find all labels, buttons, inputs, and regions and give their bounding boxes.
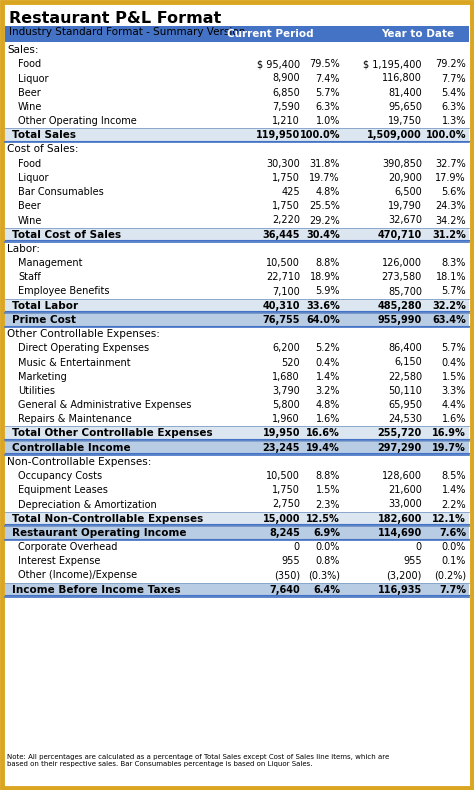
- Text: Beer: Beer: [18, 88, 41, 98]
- Text: Note: All percentages are calculated as a percentage of Total Sales except Cost : Note: All percentages are calculated as …: [7, 754, 389, 760]
- Text: 22,580: 22,580: [388, 372, 422, 382]
- Text: 8.5%: 8.5%: [441, 471, 466, 481]
- Text: Controllable Income: Controllable Income: [12, 442, 131, 453]
- Text: 32.2%: 32.2%: [432, 301, 466, 310]
- Text: 8.8%: 8.8%: [316, 471, 340, 481]
- Text: 1.6%: 1.6%: [316, 414, 340, 424]
- Text: 5.6%: 5.6%: [441, 187, 466, 197]
- Text: 273,580: 273,580: [382, 273, 422, 282]
- Text: 6,500: 6,500: [394, 187, 422, 197]
- Text: 100.0%: 100.0%: [426, 130, 466, 141]
- Text: 85,700: 85,700: [388, 287, 422, 296]
- Bar: [5, 128, 469, 142]
- Text: 16.9%: 16.9%: [432, 428, 466, 438]
- Text: Staff: Staff: [18, 273, 41, 282]
- Text: Direct Operating Expenses: Direct Operating Expenses: [18, 344, 149, 353]
- Text: 31.2%: 31.2%: [432, 230, 466, 239]
- Text: Sales:: Sales:: [7, 45, 38, 55]
- Text: 63.4%: 63.4%: [432, 315, 466, 325]
- Text: Food: Food: [18, 159, 41, 169]
- Text: Wine: Wine: [18, 102, 42, 112]
- Text: 3.3%: 3.3%: [442, 386, 466, 396]
- Text: Employee Benefits: Employee Benefits: [18, 287, 109, 296]
- Text: 29.2%: 29.2%: [309, 216, 340, 225]
- Text: 100.0%: 100.0%: [300, 130, 340, 141]
- Text: 79.5%: 79.5%: [309, 59, 340, 70]
- Text: 8.3%: 8.3%: [442, 258, 466, 268]
- Bar: [5, 441, 469, 455]
- Text: 1,960: 1,960: [273, 414, 300, 424]
- Text: Current Period: Current Period: [227, 29, 313, 39]
- Text: 1.6%: 1.6%: [442, 414, 466, 424]
- Text: 19.7%: 19.7%: [432, 442, 466, 453]
- Text: 18.9%: 18.9%: [310, 273, 340, 282]
- Text: 955: 955: [282, 556, 300, 566]
- Text: Year to Date: Year to Date: [382, 29, 455, 39]
- Text: Utilities: Utilities: [18, 386, 55, 396]
- Text: 76,755: 76,755: [263, 315, 300, 325]
- Text: Interest Expense: Interest Expense: [18, 556, 100, 566]
- Text: 5.2%: 5.2%: [315, 344, 340, 353]
- Text: 81,400: 81,400: [388, 88, 422, 98]
- Text: Other Operating Income: Other Operating Income: [18, 116, 137, 126]
- Text: Cost of Sales:: Cost of Sales:: [7, 145, 79, 155]
- Text: 0.4%: 0.4%: [316, 358, 340, 367]
- Text: 8,900: 8,900: [273, 73, 300, 84]
- Text: Equipment Leases: Equipment Leases: [18, 485, 108, 495]
- Text: 31.8%: 31.8%: [310, 159, 340, 169]
- Text: 2.3%: 2.3%: [316, 499, 340, 510]
- Text: $ 1,195,400: $ 1,195,400: [364, 59, 422, 70]
- Bar: [5, 582, 469, 596]
- Text: Depreciation & Amortization: Depreciation & Amortization: [18, 499, 157, 510]
- Text: Restaurant Operating Income: Restaurant Operating Income: [12, 528, 186, 538]
- Text: 33,000: 33,000: [388, 499, 422, 510]
- Text: Music & Entertainment: Music & Entertainment: [18, 358, 131, 367]
- Text: 40,310: 40,310: [263, 301, 300, 310]
- Text: 21,600: 21,600: [388, 485, 422, 495]
- Text: 24.3%: 24.3%: [436, 201, 466, 211]
- Text: 8,245: 8,245: [269, 528, 300, 538]
- Text: 520: 520: [282, 358, 300, 367]
- Text: 2.2%: 2.2%: [441, 499, 466, 510]
- Text: 1,509,000: 1,509,000: [367, 130, 422, 141]
- Text: 18.1%: 18.1%: [436, 273, 466, 282]
- Text: 3,790: 3,790: [272, 386, 300, 396]
- Text: 485,280: 485,280: [377, 301, 422, 310]
- Text: 4.8%: 4.8%: [316, 187, 340, 197]
- Text: 7.7%: 7.7%: [439, 585, 466, 595]
- Text: 32,670: 32,670: [388, 216, 422, 225]
- Text: 0.1%: 0.1%: [442, 556, 466, 566]
- Text: Other Controllable Expenses:: Other Controllable Expenses:: [7, 329, 160, 339]
- Bar: [5, 26, 469, 42]
- Text: 25.5%: 25.5%: [309, 201, 340, 211]
- Text: 19.7%: 19.7%: [310, 173, 340, 183]
- Text: 24,530: 24,530: [388, 414, 422, 424]
- Text: 20,900: 20,900: [388, 173, 422, 183]
- Text: Occupancy Costs: Occupancy Costs: [18, 471, 102, 481]
- Text: 64.0%: 64.0%: [306, 315, 340, 325]
- Text: 30,300: 30,300: [266, 159, 300, 169]
- Text: 5.7%: 5.7%: [441, 287, 466, 296]
- Text: 297,290: 297,290: [378, 442, 422, 453]
- Text: 6,150: 6,150: [394, 358, 422, 367]
- Text: 4.4%: 4.4%: [442, 400, 466, 410]
- Bar: [5, 512, 469, 526]
- Text: 7,590: 7,590: [272, 102, 300, 112]
- Text: 128,600: 128,600: [382, 471, 422, 481]
- Text: 5,800: 5,800: [272, 400, 300, 410]
- Text: 5.7%: 5.7%: [441, 344, 466, 353]
- Text: 116,935: 116,935: [378, 585, 422, 595]
- Text: 1,680: 1,680: [273, 372, 300, 382]
- Text: 955: 955: [403, 556, 422, 566]
- Text: 0: 0: [294, 542, 300, 552]
- Text: 17.9%: 17.9%: [436, 173, 466, 183]
- Text: 6,200: 6,200: [272, 344, 300, 353]
- Text: 7.7%: 7.7%: [441, 73, 466, 84]
- Text: 19.4%: 19.4%: [306, 442, 340, 453]
- Text: Bar Consumables: Bar Consumables: [18, 187, 104, 197]
- Text: 0: 0: [416, 542, 422, 552]
- Text: Repairs & Maintenance: Repairs & Maintenance: [18, 414, 132, 424]
- Text: Income Before Income Taxes: Income Before Income Taxes: [12, 585, 181, 595]
- Text: (0.3%): (0.3%): [308, 570, 340, 581]
